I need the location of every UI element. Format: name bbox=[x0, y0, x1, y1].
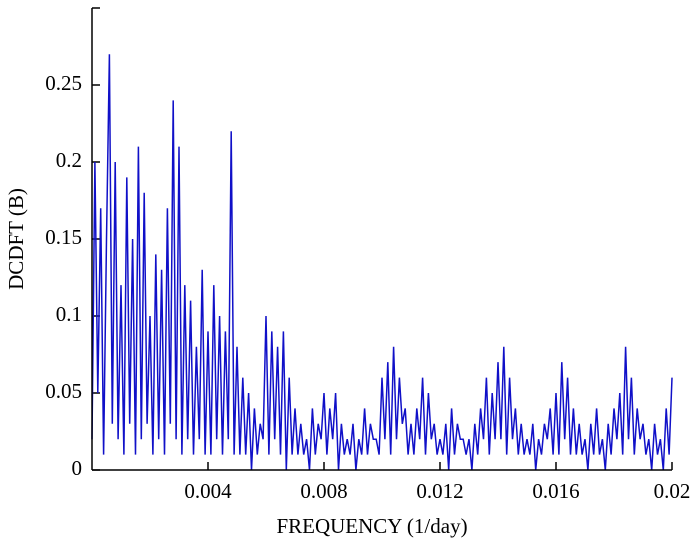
x-tick-label: 0.016 bbox=[532, 479, 579, 503]
y-tick-label: 0.25 bbox=[45, 71, 82, 95]
y-tick-label: 0 bbox=[72, 456, 83, 480]
x-tick-label: 0.004 bbox=[184, 479, 232, 503]
x-tick-label: 0.008 bbox=[300, 479, 347, 503]
y-tick-label: 0.05 bbox=[45, 379, 82, 403]
y-tick-label: 0.15 bbox=[45, 225, 82, 249]
y-tick-label: 0.1 bbox=[56, 302, 82, 326]
y-tick-label: 0.2 bbox=[56, 148, 82, 172]
data-line bbox=[91, 54, 673, 471]
x-tick-label: 0.02 bbox=[654, 479, 691, 503]
y-axis-label: DCDFT (B) bbox=[4, 188, 28, 290]
x-axis-label: FREQUENCY (1/day) bbox=[276, 514, 467, 538]
x-tick-label: 0.012 bbox=[416, 479, 463, 503]
